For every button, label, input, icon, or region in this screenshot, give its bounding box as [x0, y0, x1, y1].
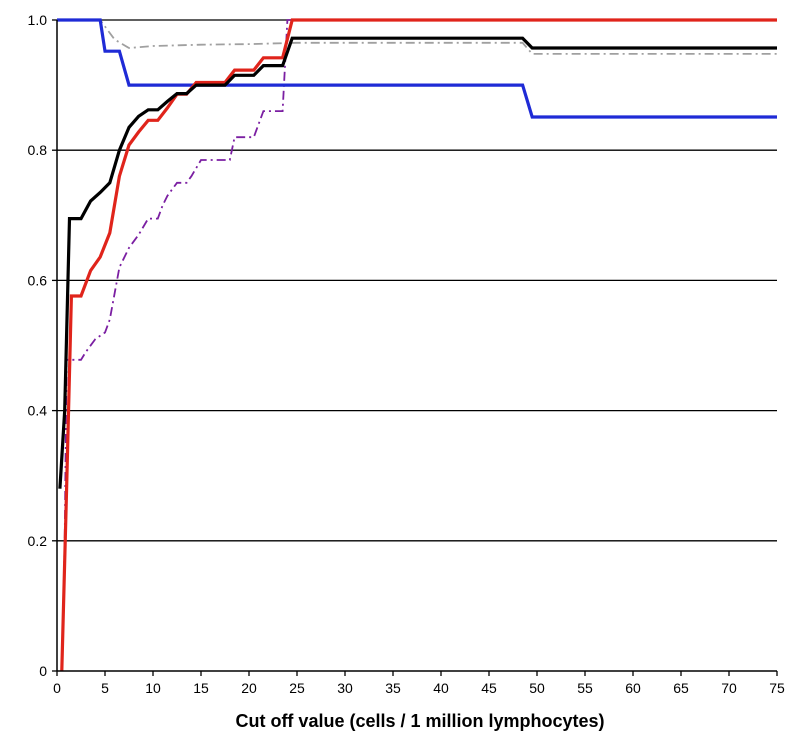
y-tick-label-2: 0.4	[28, 403, 48, 419]
series-layer	[57, 18, 777, 672]
x-tick-label-12: 60	[625, 680, 641, 696]
y-tick-label-0: 0	[39, 663, 47, 679]
x-tick-label-4: 20	[241, 680, 257, 696]
grid-layer	[57, 19, 777, 542]
x-tick-label-8: 40	[433, 680, 449, 696]
series-line-2	[57, 18, 777, 119]
x-tick-label-5: 25	[289, 680, 305, 696]
x-tick-label-15: 75	[769, 680, 785, 696]
x-tick-label-13: 65	[673, 680, 689, 696]
x-tick-label-2: 10	[145, 680, 161, 696]
x-tick-label-11: 55	[577, 680, 593, 696]
x-axis-title: Cut off value (cells / 1 million lymphoc…	[235, 711, 604, 731]
x-tick-label-1: 5	[101, 680, 109, 696]
y-tick-label-1: 0.2	[28, 533, 48, 549]
series-line-0	[57, 19, 777, 55]
x-tick-label-6: 30	[337, 680, 353, 696]
y-tick-label-4: 0.8	[28, 142, 48, 158]
x-tick-label-9: 45	[481, 680, 497, 696]
series-line-3	[60, 18, 777, 672]
series-line-4	[58, 36, 777, 489]
axis-layer	[52, 19, 778, 676]
x-tick-label-14: 70	[721, 680, 737, 696]
x-tick-label-7: 35	[385, 680, 401, 696]
x-tick-label-3: 15	[193, 680, 209, 696]
x-tick-label-10: 50	[529, 680, 545, 696]
y-tick-label-3: 0.6	[28, 272, 48, 288]
x-tick-label-0: 0	[53, 680, 61, 696]
tick-label-layer: 0 0.2 0.4 0.6 0.8 1.0 0 5 10 15 20 25 30 35 40 45 50 55 60…	[28, 12, 785, 696]
y-tick-label-5: 1.0	[28, 12, 48, 28]
